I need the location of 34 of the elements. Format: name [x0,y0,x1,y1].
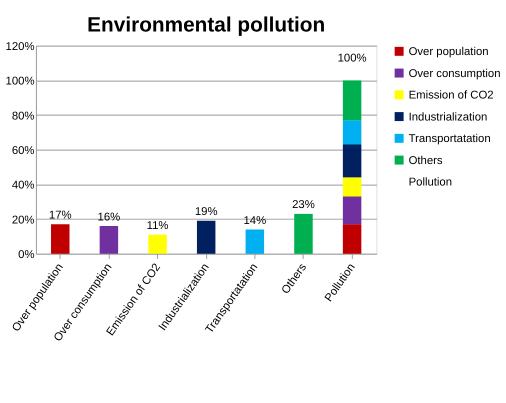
data-label: 17% [48,210,72,222]
bar [342,120,362,144]
text: Pollution [408,176,452,189]
bar [294,214,313,254]
legend-label: Others [408,154,443,167]
y-tick-label: 40% [12,180,35,192]
bar [342,177,362,196]
data-label: 11% [146,220,168,232]
data-label: 19% [194,206,218,218]
bar [100,226,118,254]
bar [342,80,362,120]
y-tick-label: 100% [6,76,35,88]
y-tick-label: 60% [12,144,35,157]
bar [342,144,362,178]
bar [51,224,70,254]
legend-label: Over consumption [408,68,501,80]
bar [342,196,362,224]
data-label: 23% [292,199,315,212]
y-tick-label: 20% [12,214,35,226]
data-label: 14% [243,214,266,227]
bar [148,234,167,254]
legend-label: Transportatation [408,133,491,146]
legend-label: Emission of CO2 [408,90,494,102]
y-tick-label: 0% [18,248,35,261]
legend-label: Industrialization [408,111,488,124]
y-tick-label: 120% [6,40,35,53]
total-label: 100% [338,52,367,64]
bar [246,229,264,254]
bar [196,220,216,254]
chart-title: Environmental pollution [87,13,326,36]
y-tick-label: 80% [12,110,35,122]
legend-label: Over population [408,46,489,58]
bar [342,224,362,254]
data-label: 16% [98,211,120,224]
